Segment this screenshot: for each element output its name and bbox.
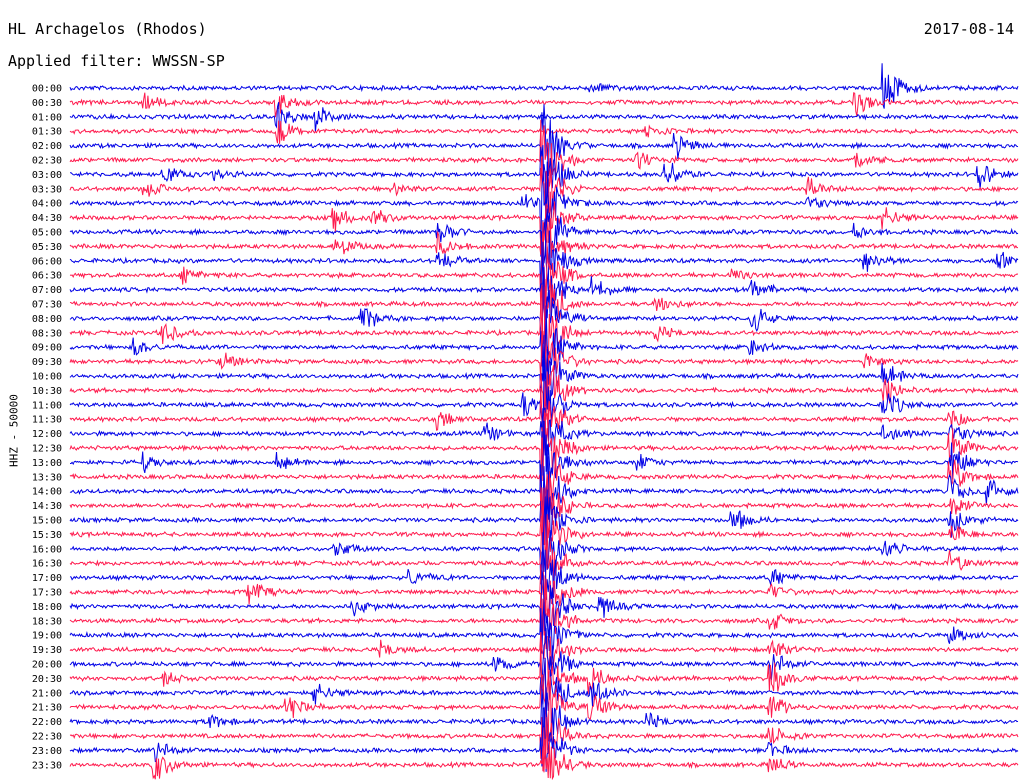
time-tick-label: 09:30 (32, 357, 62, 368)
filter-label: Applied filter: WWSSN-SP (8, 52, 225, 70)
date-label: 2017-08-14 (923, 20, 1014, 38)
trace-line (69, 407, 1019, 472)
time-tick-label: 05:30 (32, 242, 62, 253)
trace-line (69, 63, 1019, 109)
time-tick-label: 00:30 (32, 98, 62, 109)
time-tick-label: 18:30 (32, 616, 62, 627)
time-tick-label: 22:00 (32, 717, 62, 728)
time-tick-label: 17:00 (32, 573, 62, 584)
time-tick-label: 08:30 (32, 328, 62, 339)
station-title: HL Archagelos (Rhodos) (8, 20, 207, 38)
time-tick-label: 06:30 (32, 271, 62, 282)
time-tick-label: 07:30 (32, 300, 62, 311)
time-tick-label: 13:30 (32, 472, 62, 483)
time-tick-label: 18:00 (32, 602, 62, 613)
trace-line (69, 265, 1019, 330)
trace-line (69, 102, 1019, 137)
time-tick-label: 15:30 (32, 530, 62, 541)
time-tick-label: 23:00 (32, 746, 62, 757)
trace-line (69, 218, 1018, 270)
time-tick-label: 22:30 (32, 732, 62, 743)
trace-line (70, 145, 1019, 218)
time-tick-label: 16:30 (32, 559, 62, 570)
time-tick-label: 17:30 (32, 588, 62, 599)
time-tick-label: 23:30 (32, 760, 62, 771)
time-tick-label: 05:00 (32, 228, 62, 239)
time-tick-label: 02:30 (32, 156, 62, 167)
time-tick-label: 12:30 (32, 444, 62, 455)
time-tick-label: 20:00 (32, 660, 62, 671)
trace-line (69, 365, 1019, 446)
trace-line (69, 412, 1019, 502)
trace-line (69, 487, 1019, 559)
time-tick-label: 03:30 (32, 184, 62, 195)
trace-line (69, 627, 1019, 690)
trace-line (70, 420, 1019, 508)
time-tick-label: 15:00 (32, 516, 62, 527)
time-tick-label: 06:00 (32, 256, 62, 267)
time-tick-label: 01:00 (32, 112, 62, 123)
trace-line (69, 119, 1019, 189)
time-tick-label: 12:00 (32, 429, 62, 440)
trace-line (69, 738, 1019, 780)
trace-line (69, 631, 1019, 684)
time-tick-label: 21:30 (32, 703, 62, 714)
trace-line (69, 104, 1019, 177)
time-tick-label: 03:00 (32, 170, 62, 181)
time-tick-label: 19:30 (32, 645, 62, 656)
trace-line (69, 673, 1019, 742)
trace-line (69, 334, 1019, 408)
time-tick-label: 11:30 (32, 415, 62, 426)
time-tick-label: 14:30 (32, 501, 62, 512)
trace-line (69, 496, 1019, 585)
time-tick-label: 02:00 (32, 141, 62, 152)
trace-line (69, 164, 1019, 257)
trace-line (69, 326, 1019, 386)
trace-line (69, 267, 1019, 367)
trace-line (69, 601, 1019, 656)
time-tick-label: 04:30 (32, 213, 62, 224)
trace-line (69, 707, 1019, 772)
trace-line (69, 388, 1019, 464)
time-tick-label: 07:00 (32, 285, 62, 296)
time-tick-label: 10:00 (32, 372, 62, 383)
trace-line (69, 657, 1019, 711)
trace-line (69, 167, 1019, 214)
time-tick-label: 09:00 (32, 343, 62, 354)
time-tick-label: 16:00 (32, 544, 62, 555)
time-tick-label: 04:00 (32, 199, 62, 210)
trace-line (69, 564, 1019, 618)
time-tick-label: 21:00 (32, 688, 62, 699)
time-tick-label: 01:30 (32, 127, 62, 138)
time-tick-label: 19:00 (32, 631, 62, 642)
trace-line (69, 716, 1019, 772)
trace-line (69, 592, 1019, 636)
trace-line (69, 474, 1019, 546)
time-tick-label: 11:00 (32, 400, 62, 411)
time-tick-label: 14:00 (32, 487, 62, 498)
trace-line (69, 456, 1019, 520)
time-tick-label: 10:30 (32, 386, 62, 397)
trace-line (69, 218, 1019, 298)
trace-line (69, 92, 1019, 118)
time-tick-label: 20:30 (32, 674, 62, 685)
trace-line (69, 532, 1019, 600)
time-tick-label: 08:00 (32, 314, 62, 325)
time-tick-label: 13:00 (32, 458, 62, 469)
time-tick-label: 00:00 (32, 84, 62, 95)
